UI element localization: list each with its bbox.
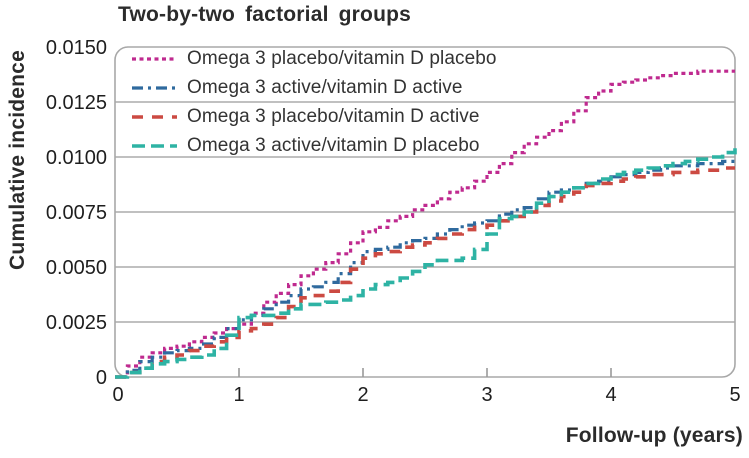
series-line-2 xyxy=(115,159,735,379)
x-tick-label: 4 xyxy=(605,384,616,406)
legend-line-sample xyxy=(132,57,177,61)
series-line-1 xyxy=(115,69,735,379)
x-axis-label: Follow-up (years) xyxy=(565,424,743,447)
legend-line-sample xyxy=(132,86,177,90)
y-tick-label: 0.0025 xyxy=(46,312,107,334)
x-tick-label: 1 xyxy=(233,384,244,406)
legend-line-sample xyxy=(132,143,177,148)
legend-item: Omega 3 placebo/vitamin D active xyxy=(131,103,497,132)
legend-item-label: Omega 3 placebo/vitamin D placebo xyxy=(187,48,497,70)
legend-item: Omega 3 active/vitamin D placebo xyxy=(131,131,497,160)
legend-item: Omega 3 active/vitamin D active xyxy=(131,74,497,103)
legend-line-sample xyxy=(132,115,177,119)
legend-item-label: Omega 3 placebo/vitamin D active xyxy=(187,105,480,127)
series-line-4 xyxy=(115,148,737,379)
x-tick-label: 0 xyxy=(112,384,123,406)
y-tick-label: 0.0100 xyxy=(46,147,107,169)
legend-item-label: Omega 3 active/vitamin D placebo xyxy=(187,134,480,156)
series-line-3 xyxy=(115,166,735,379)
legend-item: Omega 3 placebo/vitamin D placebo xyxy=(131,45,497,74)
x-tick-label: 3 xyxy=(481,384,492,406)
y-tick-label: 0.0150 xyxy=(46,37,107,59)
y-tick-label: 0 xyxy=(96,367,107,389)
x-tick-label: 2 xyxy=(357,384,368,406)
x-tick-label: 5 xyxy=(729,384,740,406)
y-tick-label: 0.0125 xyxy=(46,92,107,114)
legend: Omega 3 placebo/vitamin D placebo Omega 3… xyxy=(131,45,497,160)
y-tick-label: 0.0075 xyxy=(46,202,107,224)
chart-title: Two-by-two factorial groups xyxy=(118,3,412,26)
plot-frame xyxy=(114,46,736,378)
legend-item-label: Omega 3 active/vitamin D active xyxy=(187,77,463,99)
y-tick-label: 0.0050 xyxy=(46,257,107,279)
